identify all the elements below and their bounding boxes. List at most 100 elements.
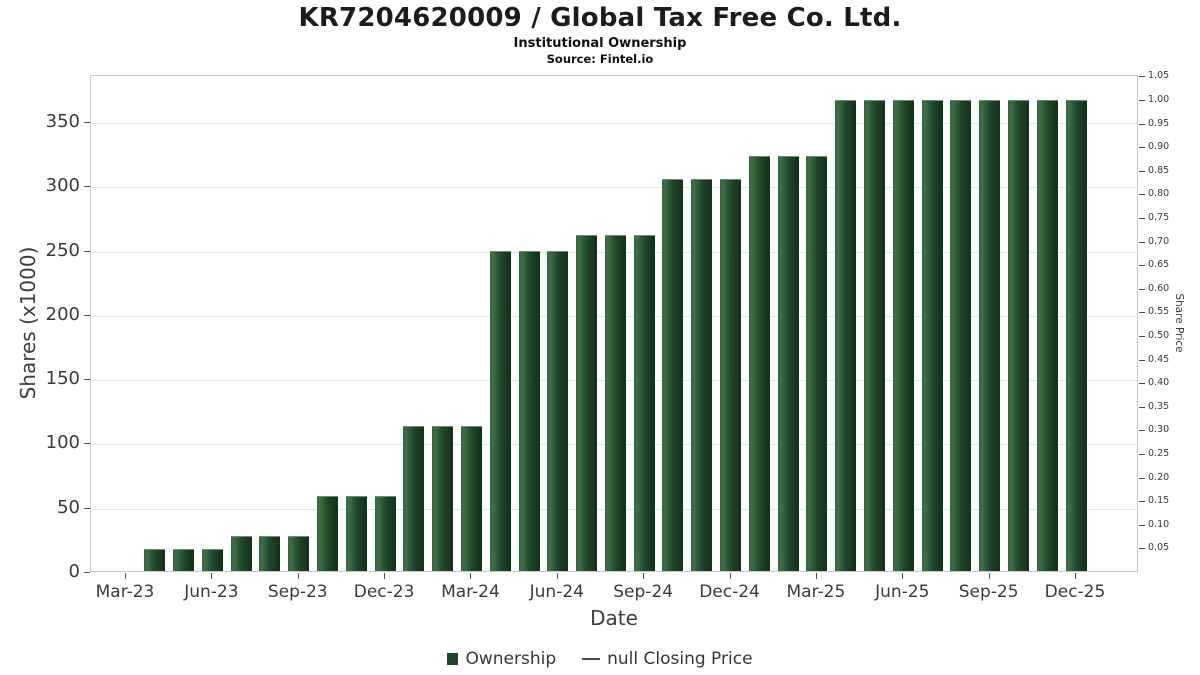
right-axis-tick-label: 0.55 (1148, 306, 1170, 318)
right-axis-tick-label: 0.90 (1148, 141, 1170, 153)
ownership-bar (374, 496, 396, 571)
x-axis-tick-mark (556, 573, 558, 579)
left-axis-tick-label: 300 (45, 175, 80, 197)
x-axis-tick-mark (211, 573, 213, 579)
right-axis-tick-mark (1139, 312, 1145, 314)
right-axis-tick-label: 0.75 (1148, 212, 1170, 223)
right-axis-tick-label: 0.30 (1148, 424, 1170, 436)
left-axis-tick-mark (84, 443, 90, 445)
right-axis-tick-mark (1139, 336, 1145, 337)
left-axis-tick-mark (84, 314, 90, 316)
left-axis-tick-mark (84, 572, 90, 573)
right-axis-tick-mark (1139, 477, 1145, 479)
right-axis-tick-label: 0.70 (1148, 235, 1170, 247)
ownership-bar (317, 496, 338, 571)
x-axis-tick-mark (902, 573, 904, 579)
x-axis-tick-mark (297, 573, 299, 579)
x-axis-tick-label: Jun-25 (875, 582, 930, 602)
right-axis-tick-mark (1139, 123, 1145, 125)
right-axis-tick-label: 1.00 (1148, 94, 1170, 105)
x-axis-tick-label: Mar-24 (441, 582, 500, 602)
right-axis-tick-label: 0.45 (1148, 353, 1170, 365)
right-axis-tick-mark (1139, 454, 1145, 455)
right-axis-tick-label: 0.35 (1148, 400, 1170, 412)
ownership-bar (806, 155, 828, 571)
right-axis-tick-label: 0.65 (1148, 259, 1170, 271)
right-axis-tick-label: 0.25 (1148, 448, 1170, 459)
ownership-bar (547, 250, 569, 571)
ownership-bar (201, 549, 223, 571)
right-axis-tick-label: 0.80 (1148, 188, 1170, 200)
ownership-bar (403, 425, 425, 571)
y-gridline (91, 123, 1137, 124)
left-axis-tick-label: 150 (45, 368, 80, 390)
right-axis-tick-mark (1139, 241, 1145, 243)
ownership-bar (460, 425, 482, 571)
x-axis-tick-mark (988, 573, 990, 579)
right-axis-tick-mark (1139, 359, 1145, 361)
closing-price-legend-line-icon (582, 658, 601, 660)
right-axis-tick-label: 0.15 (1148, 495, 1170, 507)
left-axis-tick-label: 250 (45, 239, 80, 261)
chart-subtitle: Institutional Ownership (513, 36, 687, 51)
ownership-bar (288, 536, 310, 571)
right-axis-tick-mark (1139, 383, 1145, 385)
right-axis-tick-label: 0.05 (1148, 542, 1170, 554)
left-axis-tick-label: 350 (45, 111, 80, 132)
left-axis-tick-label: 50 (57, 496, 80, 518)
ownership-bar (1007, 100, 1029, 571)
ownership-legend-label: Ownership (465, 649, 557, 669)
ownership-bar (1065, 100, 1087, 571)
x-axis-tick-mark (643, 573, 645, 579)
ownership-legend-swatch-icon (447, 653, 459, 665)
right-axis-tick-mark (1139, 406, 1145, 408)
right-axis-tick-mark (1139, 218, 1145, 219)
right-axis-tick-mark (1139, 430, 1145, 432)
ownership-bar (748, 155, 770, 571)
x-axis-tick-label: Dec-25 (1044, 582, 1106, 602)
ownership-bar (144, 549, 166, 571)
ownership-bar (604, 235, 626, 571)
right-axis-tick-label: 0.95 (1148, 117, 1170, 129)
right-axis-tick-label: 1.05 (1148, 70, 1170, 82)
ownership-bar (921, 100, 943, 571)
ownership-bar (173, 549, 195, 571)
ownership-bar (892, 100, 914, 571)
ownership-bar (518, 250, 540, 571)
x-axis-tick-mark (384, 573, 386, 579)
chart-title: KR7204620009 / Global Tax Free Co. Ltd. (298, 3, 902, 33)
ownership-bar (345, 496, 367, 571)
ownership-bar (979, 100, 1001, 571)
right-axis-tick-label: 0.60 (1148, 282, 1170, 294)
x-axis-tick-mark (815, 573, 817, 579)
right-axis-tick-mark (1139, 524, 1145, 526)
ownership-bar (863, 100, 885, 571)
right-axis-tick-mark (1139, 288, 1145, 290)
x-axis-tick-label: Jun-24 (529, 582, 584, 602)
x-axis-tick-label: Sep-24 (613, 582, 674, 602)
right-axis-tick-mark (1139, 76, 1145, 78)
x-axis-tick-label: Sep-23 (267, 582, 328, 602)
ownership-bar (720, 178, 742, 571)
legend: Ownership null Closing Price (0, 647, 1200, 671)
right-axis-tick-mark (1139, 100, 1145, 101)
x-axis-tick-mark (729, 573, 731, 579)
right-axis-tick-label: 0.10 (1148, 518, 1170, 530)
left-axis-tick-mark (84, 122, 90, 123)
right-axis-tick-label: 0.50 (1148, 330, 1170, 341)
right-axis-tick-mark (1139, 147, 1145, 149)
ownership-bar (1036, 100, 1058, 571)
x-axis-tick-mark (1075, 573, 1076, 579)
ownership-bar (576, 235, 598, 571)
y-gridline (91, 187, 1137, 189)
y-axis-title-right: Share Price (1173, 293, 1185, 353)
right-axis-tick-label: 0.40 (1148, 377, 1170, 389)
right-axis-tick-mark (1139, 170, 1145, 172)
closing-price-legend-label: null Closing Price (607, 649, 753, 669)
ownership-bar (259, 536, 281, 571)
plot-area (90, 75, 1138, 572)
x-axis-tick-label: Sep-25 (958, 582, 1019, 602)
ownership-bar (662, 178, 684, 571)
left-axis-tick-mark (84, 186, 90, 188)
